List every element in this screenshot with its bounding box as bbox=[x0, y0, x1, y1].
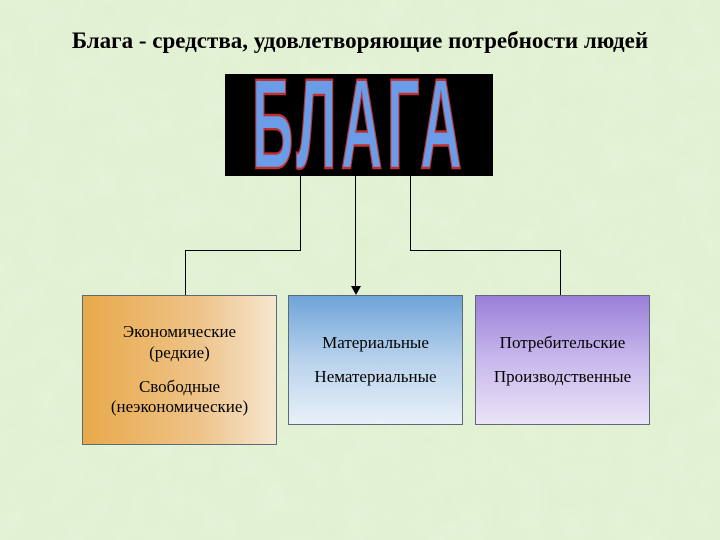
box-economic: Экономические (редкие) Свободные (неэкон… bbox=[82, 295, 277, 445]
box-material: Материальные Нематериальные bbox=[288, 295, 463, 425]
connector-mid-arrow bbox=[351, 286, 361, 295]
slide-title: Блага - средства, удовлетворяющие потреб… bbox=[0, 28, 720, 54]
connector-right-h bbox=[410, 250, 561, 251]
box-material-line1: Материальные bbox=[297, 333, 454, 353]
connector-left-h bbox=[185, 250, 301, 251]
box-consumer-line1: Потребительские bbox=[484, 333, 641, 353]
connector-mid-v bbox=[355, 176, 356, 288]
word-art-box: БЛАГА bbox=[225, 74, 493, 176]
box-economic-line1: Экономические bbox=[91, 322, 268, 342]
word-art-text: БЛАГА bbox=[252, 74, 466, 176]
box-material-line2: Нематериальные bbox=[297, 367, 454, 387]
box-consumer: Потребительские Производственные bbox=[475, 295, 650, 425]
box-economic-line2: (редкие) bbox=[91, 343, 268, 363]
box-consumer-line2: Производственные bbox=[484, 367, 641, 387]
box-economic-line3: Свободные bbox=[91, 377, 268, 397]
connector-right-v2 bbox=[560, 250, 561, 295]
connector-left-v2 bbox=[185, 250, 186, 295]
slide: Блага - средства, удовлетворяющие потреб… bbox=[0, 0, 720, 540]
connector-right-v1 bbox=[410, 176, 411, 250]
connector-left-v1 bbox=[300, 176, 301, 250]
box-economic-line4: (неэкономические) bbox=[91, 397, 268, 417]
